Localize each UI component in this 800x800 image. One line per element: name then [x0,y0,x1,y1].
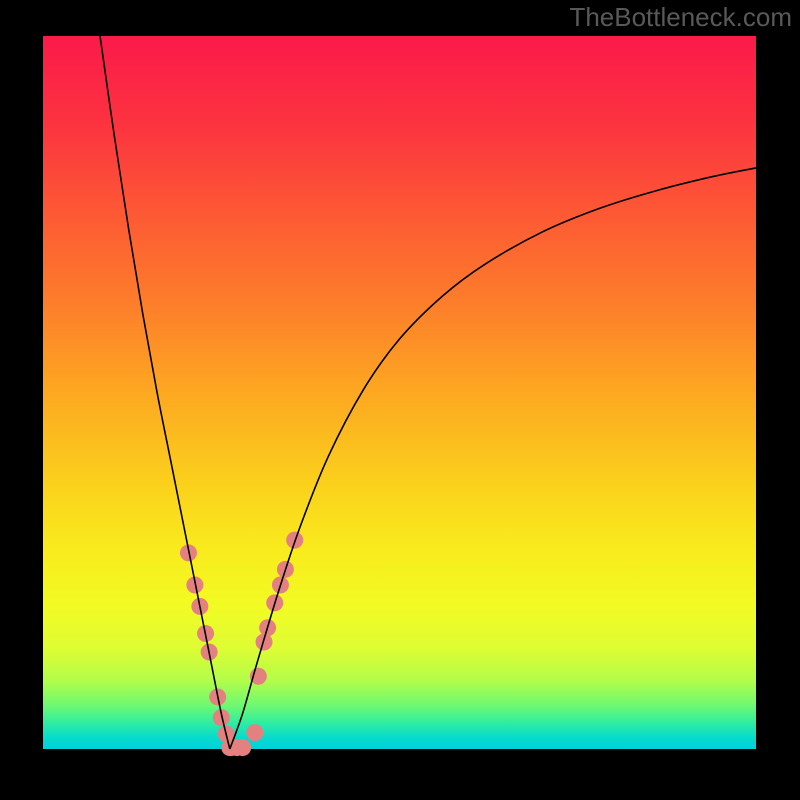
chart-svg [0,0,800,800]
marker-point [234,739,251,756]
chart-gradient-background [43,36,756,749]
watermark-text: TheBottleneck.com [569,2,792,33]
marker-point [246,724,263,741]
chart-stage: TheBottleneck.com [0,0,800,800]
